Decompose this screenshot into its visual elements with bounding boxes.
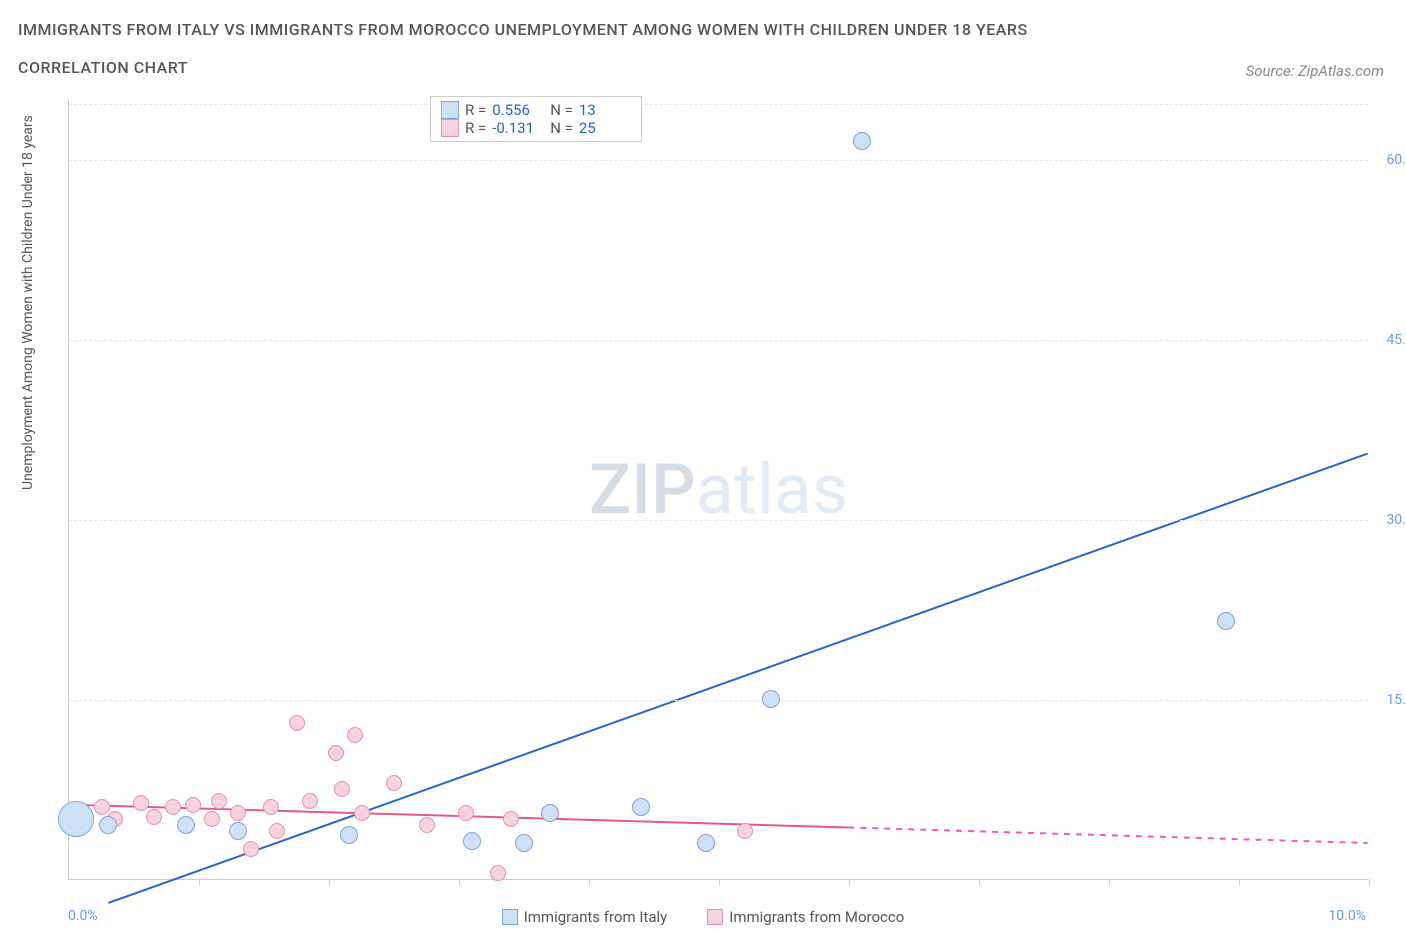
y-tick-label: 45.0% <box>1386 332 1406 348</box>
gridline <box>69 340 1368 341</box>
morocco-point <box>230 805 246 821</box>
italy-point <box>515 834 533 852</box>
series-legend: Immigrants from Italy Immigrants from Mo… <box>0 908 1406 926</box>
morocco-point <box>302 793 318 809</box>
morocco-point <box>185 797 201 813</box>
italy-point <box>58 801 94 837</box>
chart-title-line1: IMMIGRANTS FROM ITALY VS IMMIGRANTS FROM… <box>18 20 1028 39</box>
legend-swatch-morocco-bottom <box>707 909 723 925</box>
morocco-point <box>94 799 110 815</box>
italy-point <box>762 690 780 708</box>
morocco-point <box>263 799 279 815</box>
morocco-point <box>386 775 402 791</box>
italy-n-value: 13 <box>579 101 631 119</box>
morocco-point <box>204 811 220 827</box>
gridline <box>69 520 1368 521</box>
morocco-point <box>165 799 181 815</box>
morocco-point <box>243 841 259 857</box>
gridline <box>69 700 1368 701</box>
italy-point <box>99 816 117 834</box>
morocco-point <box>334 781 350 797</box>
source-label: Source: ZipAtlas.com <box>1246 62 1384 80</box>
y-tick-label: 60.0% <box>1386 152 1406 168</box>
chart-plot-area: ZIPatlas 15.0%30.0%45.0%60.0% <box>68 100 1368 880</box>
italy-point <box>463 832 481 850</box>
morocco-point <box>354 805 370 821</box>
stats-legend: R =0.556 N =13 R =-0.131 N =25 <box>430 96 642 142</box>
legend-label-italy: Immigrants from Italy <box>524 908 668 926</box>
morocco-point <box>269 823 285 839</box>
italy-point <box>541 804 559 822</box>
italy-point <box>853 132 871 150</box>
morocco-point <box>503 811 519 827</box>
legend-swatch-italy <box>441 101 459 119</box>
morocco-r-value: -0.131 <box>492 119 544 137</box>
morocco-point <box>347 727 363 743</box>
italy-point <box>177 816 195 834</box>
italy-point <box>697 834 715 852</box>
y-tick-label: 30.0% <box>1386 512 1406 528</box>
y-tick-label: 15.0% <box>1386 692 1406 708</box>
morocco-point <box>458 805 474 821</box>
morocco-point <box>737 823 753 839</box>
morocco-point <box>211 793 227 809</box>
morocco-point <box>289 715 305 731</box>
legend-swatch-morocco <box>441 119 459 137</box>
morocco-point <box>419 817 435 833</box>
morocco-n-value: 25 <box>579 119 631 137</box>
morocco-point <box>490 865 506 881</box>
morocco-point <box>328 745 344 761</box>
italy-r-value: 0.556 <box>492 101 544 119</box>
chart-title-line2: CORRELATION CHART <box>18 58 188 77</box>
italy-point <box>340 826 358 844</box>
morocco-point <box>133 795 149 811</box>
y-axis-label: Unemployment Among Women with Children U… <box>20 115 36 490</box>
italy-point <box>1217 612 1235 630</box>
legend-label-morocco: Immigrants from Morocco <box>729 908 904 926</box>
italy-point <box>229 822 247 840</box>
regression-lines <box>69 100 1368 879</box>
legend-swatch-italy-bottom <box>502 909 518 925</box>
italy-point <box>632 798 650 816</box>
gridline <box>69 160 1368 161</box>
morocco-point <box>146 809 162 825</box>
